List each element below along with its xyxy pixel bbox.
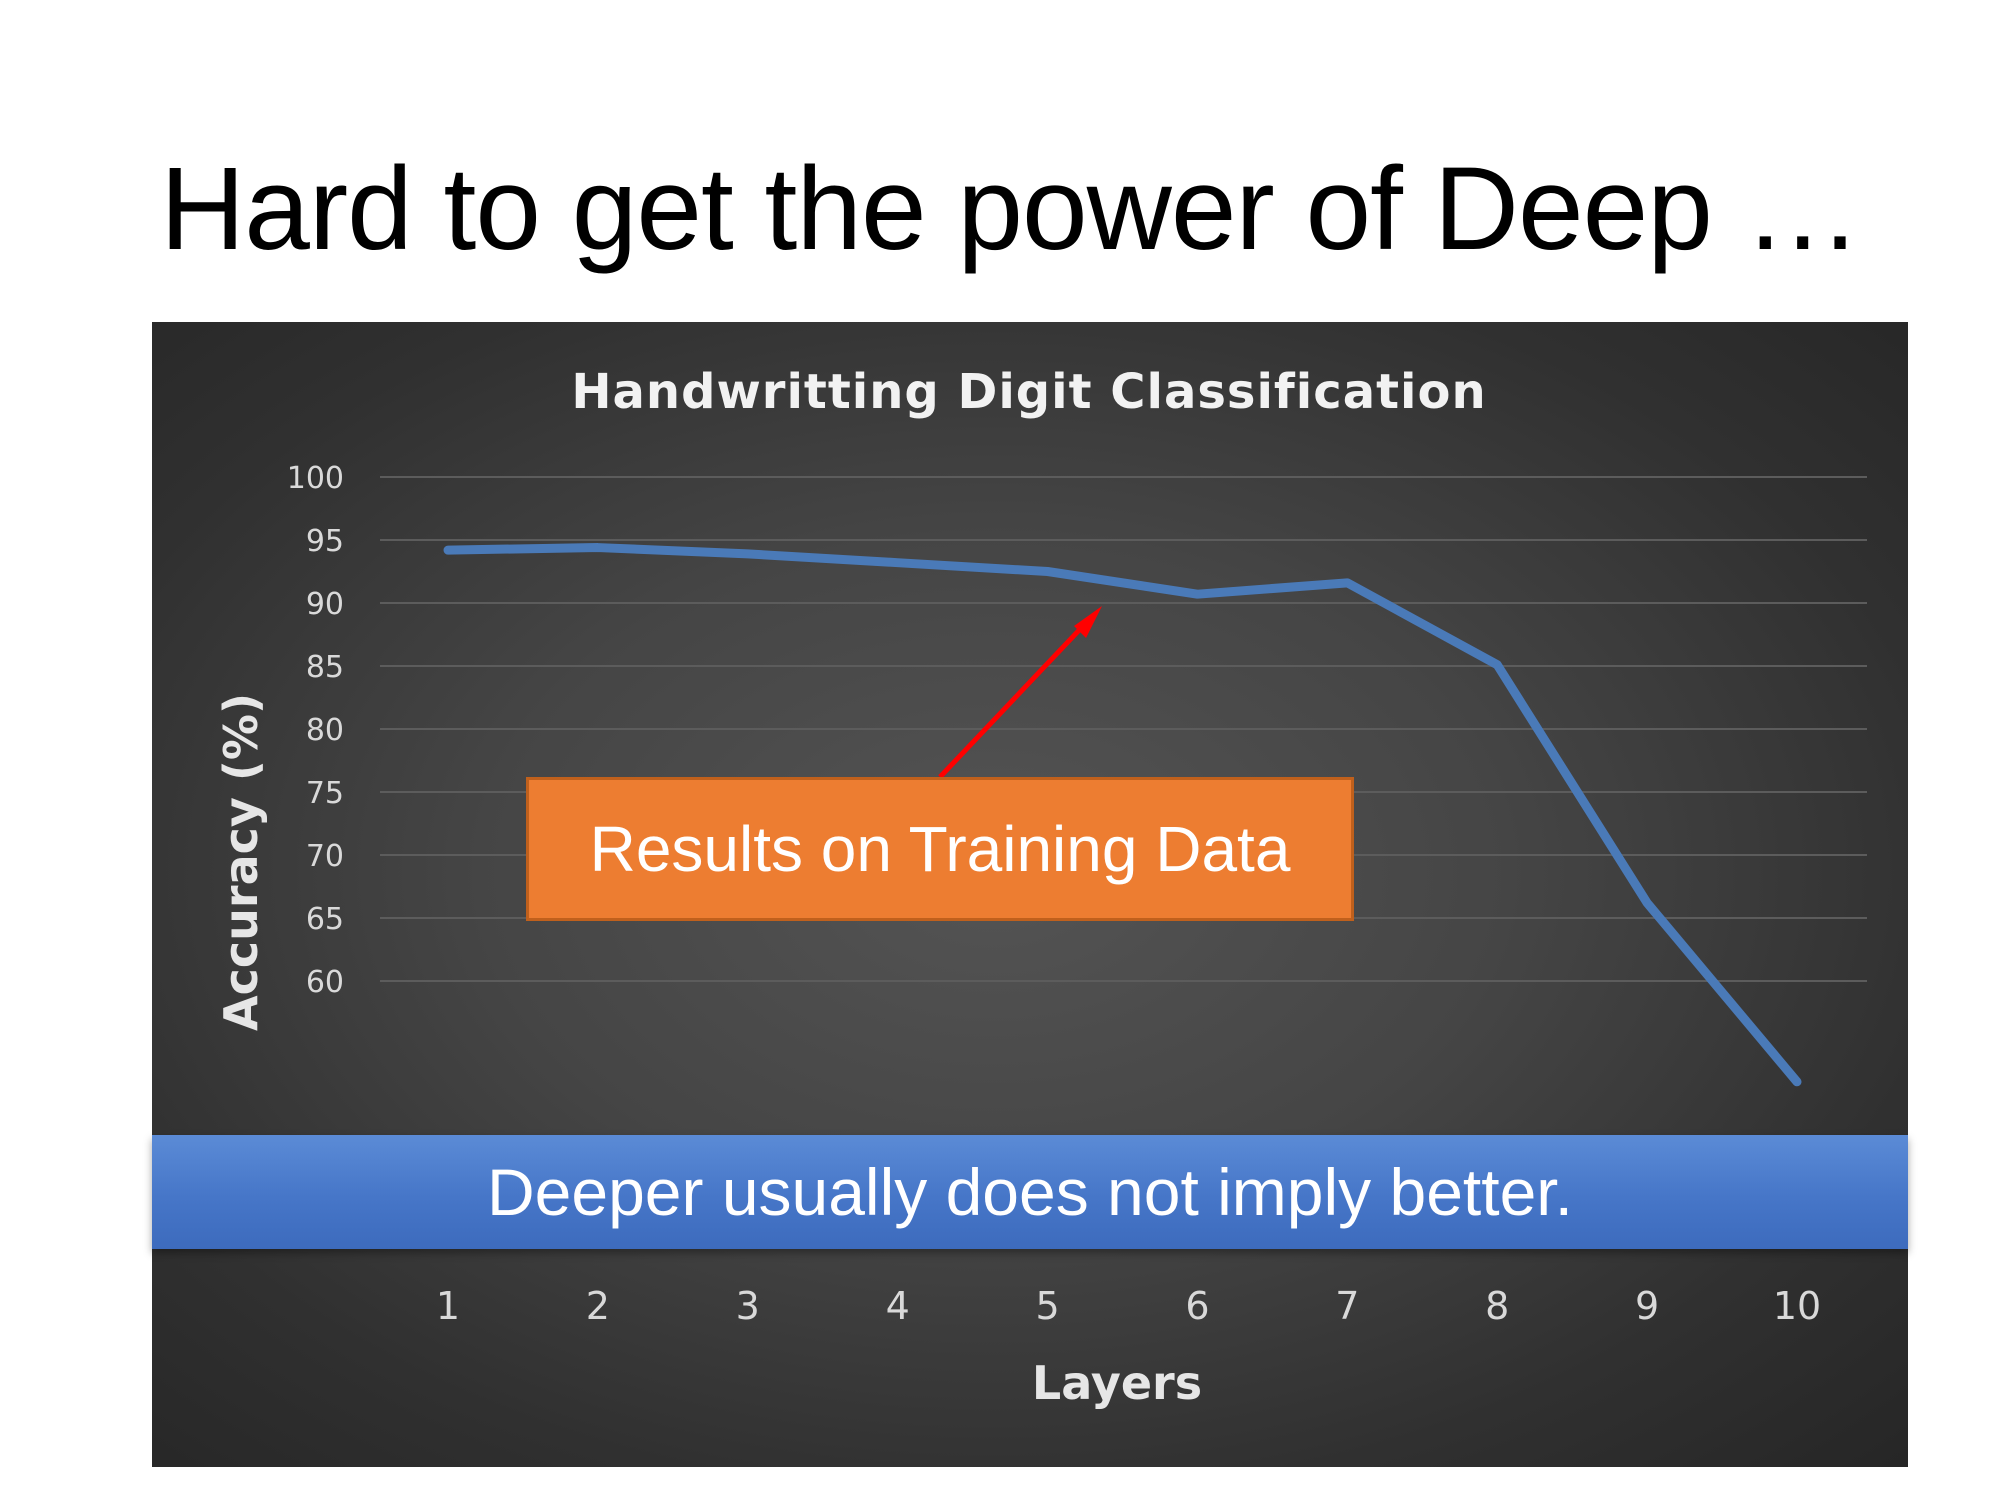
x-tick-label: 10 — [1773, 1284, 1821, 1328]
x-tick-label: 1 — [436, 1284, 460, 1328]
annotation-arrow-shaft — [938, 623, 1086, 779]
y-tick-label: 75 — [306, 776, 344, 811]
y-tick-labels: 100 95 90 85 80 75 70 65 60 — [287, 461, 344, 1000]
x-tick-label: 2 — [586, 1284, 610, 1328]
x-tick-label: 3 — [736, 1284, 760, 1328]
y-tick-label: 60 — [306, 965, 344, 1000]
x-axis-title: Layers — [1032, 1356, 1202, 1410]
y-tick-label: 90 — [306, 587, 344, 622]
chart-title: Handwritting Digit Classification — [571, 364, 1486, 420]
y-tick-label: 85 — [306, 650, 344, 685]
x-tick-label: 8 — [1485, 1284, 1509, 1328]
annotation-callout: Results on Training Data — [526, 777, 1354, 921]
takeaway-banner: Deeper usually does not imply better. — [152, 1135, 1908, 1249]
x-tick-label: 6 — [1185, 1284, 1209, 1328]
y-tick-label: 100 — [287, 461, 344, 496]
y-tick-label: 95 — [306, 524, 344, 559]
annotation-arrow-head — [1074, 606, 1102, 638]
slide-title: Hard to get the power of Deep … — [160, 143, 1862, 275]
annotation-arrow — [938, 606, 1102, 779]
x-tick-label: 9 — [1635, 1284, 1659, 1328]
x-tick-label: 7 — [1335, 1284, 1359, 1328]
x-tick-label: 4 — [886, 1284, 910, 1328]
y-tick-label: 65 — [306, 902, 344, 937]
accuracy-series-line — [443, 543, 1802, 1087]
series-group — [443, 543, 1802, 1087]
x-tick-label: 5 — [1035, 1284, 1059, 1328]
chart-panel: Handwritting Digit Classification Accura… — [152, 322, 1908, 1467]
y-tick-label: 70 — [306, 839, 344, 874]
y-axis-title: Accuracy (%) — [214, 693, 268, 1031]
y-tick-label: 80 — [306, 713, 344, 748]
x-tick-labels: 1 2 3 4 5 6 7 8 9 10 — [436, 1284, 1821, 1328]
